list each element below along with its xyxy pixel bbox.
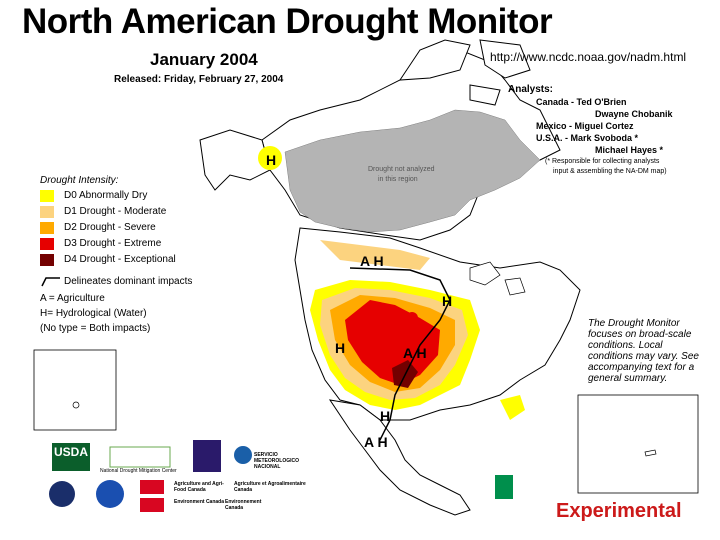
release-date: Released: Friday, February 27, 2004 xyxy=(114,74,284,85)
legend-impact-h: H= Hydrological (Water) xyxy=(40,308,147,319)
impact-line-icon xyxy=(41,277,60,287)
analysts-note-2: input & assembling the NA-DM map) xyxy=(553,168,667,175)
impact-label: H xyxy=(380,408,391,424)
hawaii-inset xyxy=(33,349,117,431)
arctic-islands xyxy=(399,39,531,106)
legend-swatch-d3 xyxy=(40,238,54,250)
legend-impact-both: (No type = Both impacts) xyxy=(40,323,151,334)
impact-label: A H xyxy=(360,253,384,269)
legend-label-d4: D4 Drought - Exceptional xyxy=(64,254,176,265)
legend-label-d2: D2 Drought - Severe xyxy=(64,222,156,233)
canada-flag-logo-2 xyxy=(140,498,164,512)
ndmc-logo xyxy=(109,446,171,468)
aafc-fr-text: Agriculture et Agroalimentaire Canada xyxy=(234,481,306,493)
analyst-line: Michael Hayes * xyxy=(595,145,664,155)
mexico-flag-logo xyxy=(495,475,513,499)
legend-delineates: Delineates dominant impacts xyxy=(64,276,193,287)
smn-logo xyxy=(234,446,252,464)
legend-label-d0: D0 Abnormally Dry xyxy=(64,190,148,201)
not-analyzed-label-1: Drought not analyzed xyxy=(368,166,435,173)
puerto-rico-island xyxy=(644,449,657,457)
map-subtitle: January 2004 xyxy=(150,50,258,69)
mexico xyxy=(328,399,471,516)
not-analyzed-label-2: in this region xyxy=(378,176,418,183)
analysts-note-1: (* Responsible for collecting analysts xyxy=(545,158,660,165)
summary-note: The Drought Monitor focuses on broad-sca… xyxy=(588,318,699,384)
doc-seal-logo xyxy=(49,481,75,507)
source-url: http://www.ncdc.noaa.gov/nadm.html xyxy=(490,50,687,64)
ndmc-logo-text: National Drought Mitigation Center xyxy=(100,468,177,474)
legend-swatch-d2 xyxy=(40,222,54,234)
hawaii-island xyxy=(72,401,80,409)
legend-swatch-d4 xyxy=(40,254,54,266)
legend-label-d1: D1 Drought - Moderate xyxy=(64,206,167,217)
drought-d3-north xyxy=(406,312,418,324)
great-lakes xyxy=(469,261,526,296)
ec-fr-text: Environnement Canada xyxy=(225,499,262,511)
ec-en-text: Environment Canada xyxy=(174,499,225,505)
analysts-heading: Analysts: xyxy=(508,84,554,95)
impact-label: H xyxy=(335,340,346,356)
canada-flag-logo-1 xyxy=(140,480,164,494)
drought-areas xyxy=(310,240,525,420)
puerto-rico-inset xyxy=(577,394,699,494)
alaska-drought-d0 xyxy=(258,146,282,170)
drought-d1-north xyxy=(320,240,430,270)
noaa-logo xyxy=(96,480,124,508)
impact-label: H xyxy=(266,152,277,168)
usda-logo-text: USDA xyxy=(54,445,89,459)
analyst-line: Canada - Ted O'Brien xyxy=(536,97,627,107)
legend-swatch-d0 xyxy=(40,190,54,202)
smn-logo-text: SERVICIO METEOROLOGICO NACIONAL xyxy=(254,452,299,470)
impact-label: H xyxy=(442,293,453,309)
page-title: North American Drought Monitor xyxy=(22,2,553,41)
legend-swatch-d1 xyxy=(40,206,54,218)
not-analyzed-region xyxy=(284,109,541,233)
aafc-en-text: Agriculture and Agri-Food Canada xyxy=(174,481,224,493)
analyst-line: U.S.A. - Mark Svoboda * xyxy=(536,133,639,143)
impact-label: A H xyxy=(364,434,388,450)
analyst-line: Dwayne Chobanik xyxy=(595,109,673,119)
nws-logo xyxy=(193,440,221,472)
drought-d0-florida xyxy=(500,395,525,420)
impact-boundary xyxy=(349,267,451,441)
legend-label-d3: D3 Drought - Extreme xyxy=(64,238,162,249)
legend-title: Drought Intensity: xyxy=(40,175,119,186)
alaska xyxy=(199,129,271,191)
legend-impact-a: A = Agriculture xyxy=(40,293,105,304)
experimental-label: Experimental xyxy=(556,500,682,522)
usda-logo xyxy=(52,443,90,471)
impact-label: A H xyxy=(403,345,427,361)
analyst-line: Mexico - Miguel Cortez xyxy=(536,121,634,131)
